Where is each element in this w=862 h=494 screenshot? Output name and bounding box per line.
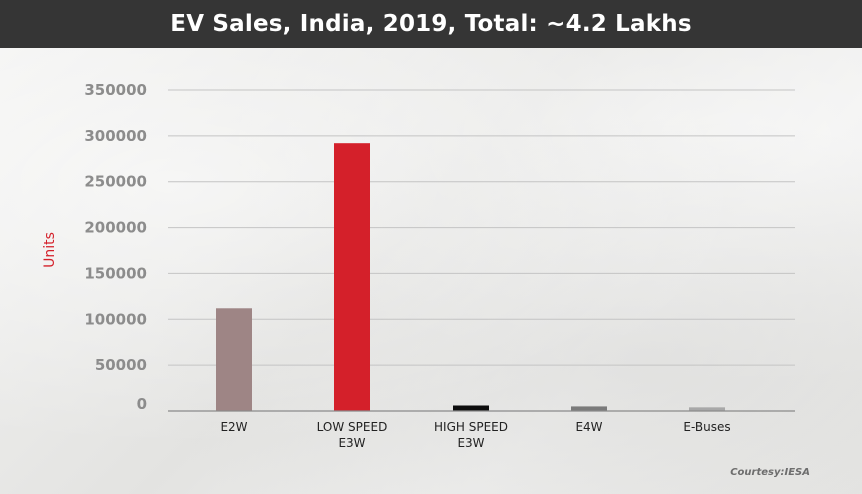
x-tick-label: E3W <box>338 436 365 450</box>
bar <box>689 407 725 411</box>
paper-background <box>0 48 862 494</box>
bar <box>334 143 370 412</box>
y-axis-label: Units <box>42 232 58 268</box>
y-tick-label: 100000 <box>84 310 147 328</box>
x-tick-label: E-Buses <box>683 420 730 434</box>
y-tick-label: 0 <box>137 395 147 413</box>
x-axis-ticks: E2W LOW SPEED E3W HIGH SPEED E3W E4W E-Buses <box>220 420 730 450</box>
bars <box>216 143 725 412</box>
x-tick-label: E4W <box>575 420 602 434</box>
gridlines <box>168 89 795 366</box>
source-credit: Courtesy:IESA <box>730 467 810 478</box>
y-tick-label: 150000 <box>84 264 147 282</box>
y-tick-label: 350000 <box>84 81 147 99</box>
title-bar: EV Sales, India, 2019, Total: ~4.2 Lakhs <box>0 0 862 48</box>
bar <box>453 405 489 411</box>
y-tick-label: 300000 <box>84 127 147 145</box>
x-tick-label: HIGH SPEED <box>434 420 508 434</box>
y-axis-ticks: 0 50000 100000 150000 200000 250000 300000 3500… <box>84 81 147 413</box>
x-tick-label: LOW SPEED <box>317 420 388 434</box>
y-tick-label: 200000 <box>84 219 147 237</box>
y-tick-label: 50000 <box>95 356 147 374</box>
y-tick-label: 250000 <box>84 173 147 191</box>
bar <box>216 308 252 411</box>
chart-title: EV Sales, India, 2019, Total: ~4.2 Lakhs <box>170 11 692 37</box>
bar <box>571 406 607 411</box>
x-tick-label: E2W <box>220 420 247 434</box>
x-tick-label: E3W <box>457 436 484 450</box>
